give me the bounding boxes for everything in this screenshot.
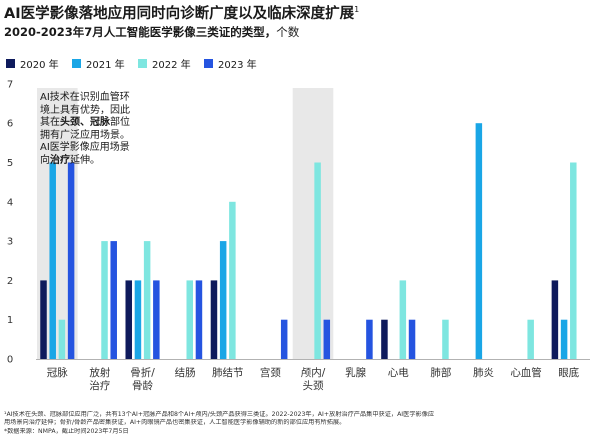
- y-tick-label: 6: [7, 119, 13, 130]
- bar: [49, 162, 56, 359]
- bar: [219, 241, 227, 359]
- bar: [101, 241, 108, 359]
- bar: [210, 280, 218, 359]
- legend-swatch-2022: [138, 59, 147, 68]
- footnote-line-2: 用场景向治疗延伸；骨折/骨龄产品密集获证，AI+肉眼镜产品也密集获证，人工智能医…: [4, 419, 346, 427]
- y-tick-label: 5: [7, 158, 13, 169]
- y-tick-label: 2: [7, 276, 13, 287]
- bar: [570, 162, 577, 359]
- bar: [527, 319, 534, 359]
- x-category-label: 头颈: [303, 380, 324, 392]
- legend-swatch-2023: [204, 59, 213, 68]
- legend-label-2021: 2021 年: [86, 60, 125, 71]
- chart-annotation: AI技术在识别血管环境上具有优势，因此其在头颈、冠脉部位拥有广泛应用场景。 AI…: [40, 92, 136, 168]
- y-tick-label: 1: [7, 315, 13, 326]
- y-tick-label: 3: [7, 237, 13, 248]
- x-category-label: 宫颈: [260, 366, 281, 379]
- bar: [381, 319, 388, 359]
- bar: [125, 280, 132, 359]
- legend-item-2023: 2023 年: [204, 56, 270, 71]
- chart-subtitle: 2020-2023年7月人工智能医学影像三类证的类型，个数: [4, 25, 300, 39]
- bar: [58, 319, 66, 359]
- x-category-label: 骨折/: [130, 366, 155, 379]
- bar: [280, 319, 288, 359]
- bar: [110, 241, 117, 359]
- bar: [551, 280, 559, 359]
- bar: [67, 162, 75, 359]
- legend-item-2020: 2020 年: [6, 56, 72, 71]
- legend-item-2022: 2022 年: [138, 56, 204, 71]
- bar: [195, 280, 203, 359]
- highlight-band: [292, 88, 334, 359]
- bar: [323, 319, 331, 359]
- bar-chart: 0 1 2 3 4 5 6 7 冠脉 放射治疗 骨折/骨龄 结肠 肺结节 宫颈 颅内/头颈 乳腺 心电 肺部 肺炎 心…: [7, 79, 590, 392]
- legend-label-2022: 2022 年: [152, 60, 191, 71]
- bar: [229, 201, 236, 359]
- bar: [153, 280, 160, 359]
- bar: [442, 319, 449, 359]
- x-category-label: 肺部: [430, 366, 451, 379]
- y-tick-label: 4: [7, 197, 13, 208]
- x-category-label: 心电: [388, 366, 409, 379]
- page-title: AI医学影像落地应用同时向诊断广度以及临床深度扩展1: [4, 5, 360, 22]
- bar: [560, 319, 568, 359]
- x-category-label: 肺炎: [473, 367, 494, 379]
- x-category-label: 眼底: [558, 366, 579, 379]
- legend-swatch-2021: [72, 59, 81, 68]
- footnote-source: *数据来源：NMPA，截止时间2023年7月5日: [4, 427, 129, 435]
- bar: [40, 280, 47, 359]
- y-tick-label: 0: [7, 355, 13, 366]
- annotation-paragraph-2: AI医学影像应用场景向治疗延伸。: [40, 142, 130, 166]
- bar: [366, 319, 373, 359]
- bar: [186, 280, 194, 359]
- legend-label-2020: 2020 年: [20, 60, 59, 71]
- x-category-label: 冠脉: [47, 366, 68, 379]
- legend-swatch-2020: [6, 59, 15, 68]
- legend-item-2021: 2021 年: [72, 56, 138, 71]
- bar: [408, 319, 416, 359]
- x-category-label: 治疗: [89, 379, 110, 392]
- bar: [399, 280, 407, 359]
- bar: [143, 241, 151, 359]
- bar: [134, 280, 142, 359]
- annotation-paragraph-1: AI技术在识别血管环境上具有优势，因此其在头颈、冠脉部位拥有广泛应用场景。: [40, 92, 130, 141]
- chart-legend: 2020 年 2021 年 2022 年 2023 年: [6, 56, 270, 71]
- bar: [314, 162, 321, 359]
- legend-label-2023: 2023 年: [218, 60, 257, 71]
- footnotes: ¹AI技术在头颈、冠脉部位应用广泛，共有13个AI+冠脉产品和8个AI+颅内/头…: [4, 411, 600, 436]
- x-category-label: 颅内/: [301, 366, 326, 379]
- y-tick-label: 7: [7, 79, 13, 90]
- footnote-line-1: ¹AI技术在头颈、冠脉部位应用广泛，共有13个AI+冠脉产品和8个AI+颅内/头…: [4, 411, 435, 418]
- x-category-label: 乳腺: [345, 366, 366, 379]
- x-category-label: 放射: [89, 366, 110, 379]
- x-category-label: 心血管: [510, 366, 542, 379]
- title-footnote-marker: 1: [354, 5, 360, 15]
- bar: [475, 123, 483, 359]
- x-category-label: 骨龄: [132, 379, 153, 392]
- x-category-label: 肺结节: [212, 366, 244, 379]
- x-category-label: 结肠: [175, 366, 196, 379]
